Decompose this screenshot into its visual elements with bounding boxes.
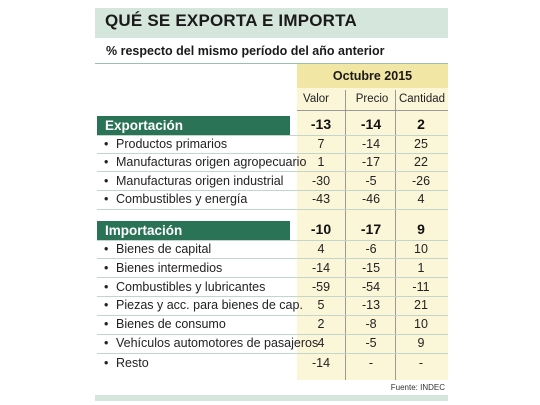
cell-cantidad: 10 xyxy=(414,242,428,256)
cell-valor: 4 xyxy=(317,336,325,350)
values-column-shade xyxy=(297,88,448,380)
subtitle-divider xyxy=(95,63,448,64)
cell-precio: -14 xyxy=(361,137,381,151)
cell-precio: -15 xyxy=(361,261,381,275)
cell-valor: -14 xyxy=(311,356,331,370)
list-item-label: • Combustibles y lubricantes xyxy=(104,280,266,294)
cell-cantidad: 22 xyxy=(414,155,428,169)
row-divider xyxy=(97,153,448,154)
column-header-cantidad: Cantidad xyxy=(398,93,446,105)
row-divider xyxy=(97,171,448,172)
row-divider xyxy=(97,353,448,354)
cell-valor: -59 xyxy=(311,280,331,294)
cell-precio: -6 xyxy=(365,242,377,256)
cell-precio: -5 xyxy=(365,336,377,350)
exportacion-total-cantidad: 2 xyxy=(417,116,425,132)
list-item-label: • Manufacturas origen agropecuario xyxy=(104,155,307,169)
cell-valor: 1 xyxy=(317,155,325,169)
list-item-label: • Vehículos automotores de pasajeros xyxy=(104,336,319,350)
header-divider xyxy=(297,110,448,111)
column-header-precio: Precio xyxy=(355,93,389,105)
list-item-label: • Combustibles y energía xyxy=(104,192,248,206)
row-divider xyxy=(97,240,448,241)
column-header-valor: Valor xyxy=(303,93,329,105)
exportacion-total-valor: -13 xyxy=(310,116,332,132)
row-divider xyxy=(97,258,448,259)
row-divider xyxy=(97,296,448,297)
cell-cantidad: 21 xyxy=(414,298,428,312)
row-divider xyxy=(97,315,448,316)
list-item-label: • Manufacturas origen industrial xyxy=(104,174,284,188)
cell-cantidad: - xyxy=(418,356,424,370)
cell-valor: 4 xyxy=(317,242,325,256)
row-divider xyxy=(97,209,448,210)
list-item-label: • Bienes de consumo xyxy=(104,317,226,331)
cell-precio: -17 xyxy=(361,155,381,169)
cell-cantidad: 1 xyxy=(417,261,425,275)
cell-cantidad: -11 xyxy=(412,280,430,294)
list-item-label: • Resto xyxy=(104,356,149,370)
period-band xyxy=(297,64,448,88)
page-title: QUÉ SE EXPORTA E IMPORTA xyxy=(105,11,357,30)
source-note: Fuente: INDEC xyxy=(390,383,445,392)
cell-valor: -14 xyxy=(311,261,331,275)
cell-precio: -5 xyxy=(365,174,377,188)
cell-cantidad: 9 xyxy=(417,336,425,350)
list-item-label: • Piezas y acc. para bienes de cap. xyxy=(104,298,303,312)
column-separator xyxy=(395,90,396,380)
cell-valor: -43 xyxy=(311,192,331,206)
importacion-total-precio: -17 xyxy=(360,221,382,237)
list-item-label: • Bienes de capital xyxy=(104,242,212,256)
title-band xyxy=(95,8,448,38)
list-item-label: • Bienes intermedios xyxy=(104,261,223,275)
row-divider xyxy=(97,135,448,136)
cell-precio: -46 xyxy=(361,192,381,206)
cell-precio: -8 xyxy=(365,317,377,331)
cell-cantidad: 25 xyxy=(414,137,428,151)
importacion-total-valor: -10 xyxy=(310,221,332,237)
section-exportacion-label: Exportación xyxy=(97,116,290,135)
cell-cantidad: 10 xyxy=(414,317,428,331)
row-divider xyxy=(97,334,448,335)
cell-cantidad: 4 xyxy=(417,192,425,206)
cell-cantidad: -26 xyxy=(411,174,431,188)
subtitle: % respecto del mismo período del año ant… xyxy=(106,44,385,58)
cell-precio: -13 xyxy=(361,298,381,312)
exportacion-total-precio: -14 xyxy=(360,116,382,132)
cell-precio: -54 xyxy=(361,280,381,294)
bottom-band xyxy=(95,395,448,401)
list-item-label: • Productos primarios xyxy=(104,137,228,151)
row-divider xyxy=(97,190,448,191)
row-divider xyxy=(97,277,448,278)
cell-valor: 7 xyxy=(317,137,325,151)
cell-valor: -30 xyxy=(311,174,331,188)
column-separator xyxy=(345,90,346,380)
period-label: Octubre 2015 xyxy=(332,69,413,83)
importacion-total-cantidad: 9 xyxy=(417,221,425,237)
cell-valor: 2 xyxy=(317,317,325,331)
cell-precio: - xyxy=(368,356,374,370)
cell-valor: 5 xyxy=(317,298,325,312)
section-importacion-label: Importación xyxy=(97,221,290,240)
